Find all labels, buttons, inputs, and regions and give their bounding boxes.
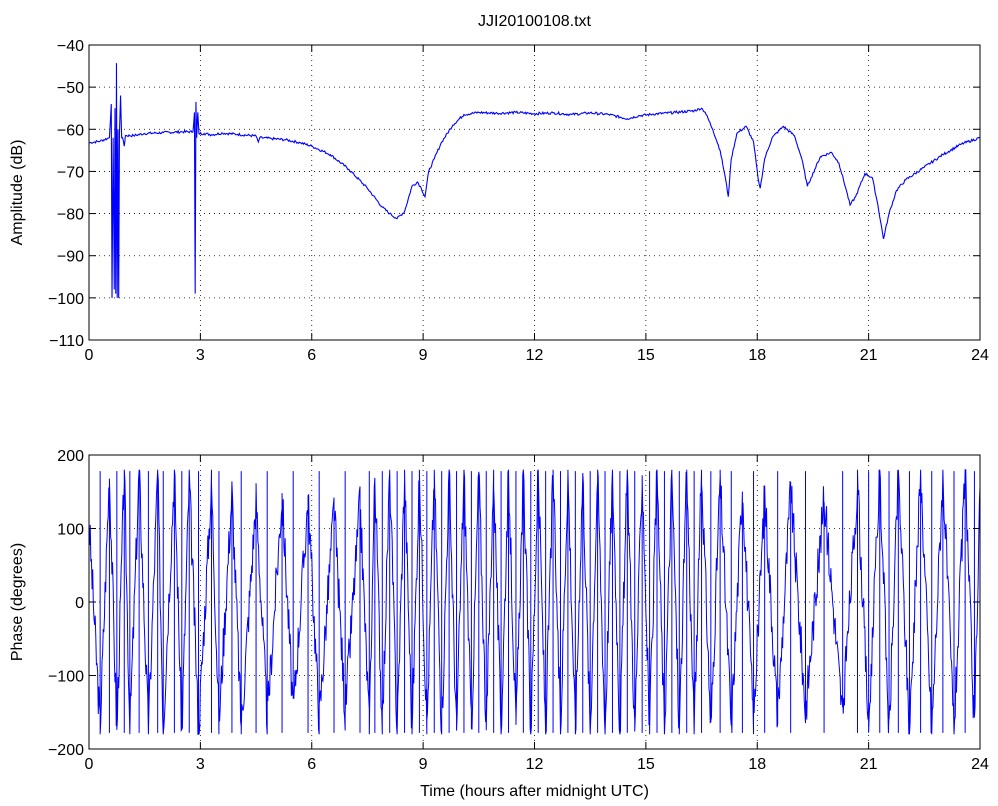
x-tick-label: 9 — [419, 756, 428, 773]
amplitude-y-axis-label: Amplitude (dB) — [9, 140, 26, 246]
phase-y-axis-label: Phase (degrees) — [9, 543, 26, 661]
phase-x-axis-label: Time (hours after midnight UTC) — [420, 783, 649, 800]
phase-x-ticks: 0 3 6 9 12 15 18 21 24 — [85, 455, 989, 773]
phase-line — [88, 469, 981, 735]
y-tick-label: −110 — [49, 333, 84, 350]
x-tick-label: 6 — [307, 347, 316, 364]
x-tick-label: 12 — [526, 347, 544, 364]
y-tick-label: 0 — [75, 595, 84, 612]
amplitude-series-line — [88, 63, 981, 298]
x-tick-label: 0 — [85, 347, 94, 364]
figure-title: JJI20100108.txt — [478, 13, 592, 30]
y-tick-label: −200 — [48, 742, 84, 759]
amplitude-line — [88, 63, 981, 298]
x-tick-label: 6 — [307, 756, 316, 773]
x-tick-label: 15 — [637, 347, 655, 364]
y-tick-label: −100 — [48, 669, 84, 686]
x-tick-label: 21 — [860, 756, 878, 773]
amplitude-y-ticks: −110 −100 −90 −80 −70 −60 −50 −40 — [48, 38, 980, 350]
y-tick-label: 100 — [57, 522, 84, 539]
y-tick-label: −80 — [57, 207, 84, 224]
y-tick-label: 200 — [57, 448, 84, 465]
phase-y-ticks: −200 −100 0 100 200 — [48, 448, 980, 759]
x-tick-label: 3 — [196, 347, 205, 364]
x-tick-label: 12 — [526, 756, 544, 773]
x-tick-label: 3 — [196, 756, 205, 773]
x-tick-label: 9 — [419, 347, 428, 364]
x-tick-label: 18 — [748, 756, 766, 773]
y-tick-label: −100 — [48, 291, 84, 308]
amplitude-x-ticks: 0 3 6 9 12 15 18 21 24 — [85, 45, 989, 364]
y-tick-label: −70 — [57, 164, 84, 181]
y-tick-label: −40 — [57, 38, 84, 55]
amplitude-axes: 0 3 6 9 12 15 18 21 24 −110 −100 −90 −80 −70 −60 −50 −4… — [9, 38, 989, 364]
x-tick-label: 0 — [85, 756, 94, 773]
x-tick-label: 24 — [971, 347, 989, 364]
phase-series-line — [88, 469, 981, 735]
x-tick-label: 21 — [860, 347, 878, 364]
y-tick-label: −90 — [57, 249, 84, 266]
amplitude-grid — [89, 45, 980, 340]
phase-axes: 0 3 6 9 12 15 18 21 24 −200 −100 0 100 200 Phase (de… — [9, 448, 989, 800]
y-tick-label: −60 — [57, 122, 84, 139]
y-tick-label: −50 — [57, 80, 84, 97]
x-tick-label: 24 — [971, 756, 989, 773]
x-tick-label: 15 — [637, 756, 655, 773]
x-tick-label: 18 — [748, 347, 766, 364]
